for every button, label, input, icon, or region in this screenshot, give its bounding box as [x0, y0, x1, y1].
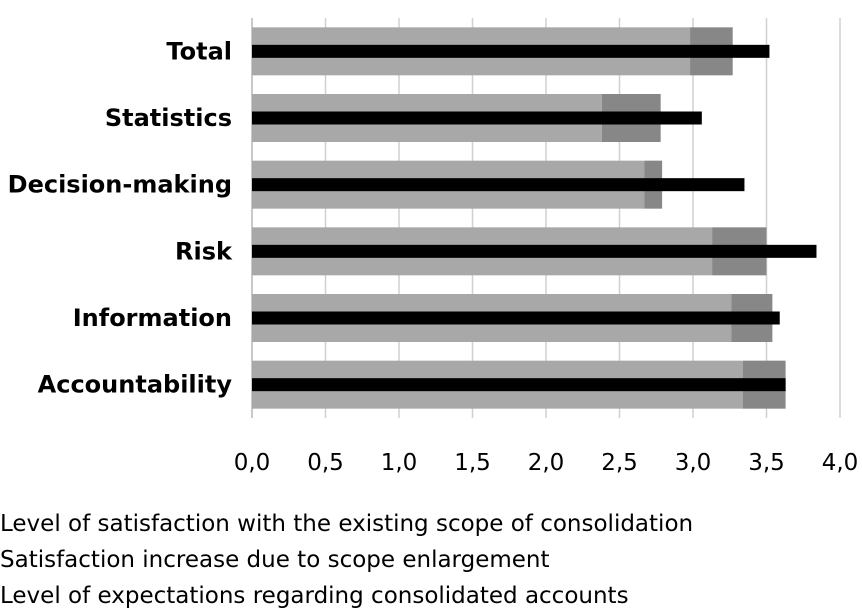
x-tick-label: 2,5	[601, 450, 638, 476]
legend-item-satisfaction: Level of satisfaction with the existing …	[0, 511, 694, 537]
legend-item-expectations: Level of expectations regarding consolid…	[0, 583, 629, 609]
bar-chart: Total Statistics Decision-making Risk Inform…	[8, 18, 859, 476]
legend: Level of satisfaction with the existing …	[0, 506, 862, 614]
bar-expectations-risk	[252, 244, 817, 258]
bar-expectations-statistics	[252, 111, 702, 125]
x-tick-label: 4,0	[822, 450, 859, 476]
bar-expectations-accountability	[252, 378, 786, 392]
category-labels: Total Statistics Decision-making Risk Inform…	[8, 37, 233, 398]
x-tick-label: 1,0	[381, 450, 418, 476]
category-label: Statistics	[105, 104, 232, 132]
bar-expectations-total	[252, 44, 770, 58]
bars	[252, 27, 817, 409]
x-tick-label: 3,0	[675, 450, 712, 476]
category-label: Total	[166, 37, 232, 65]
x-tick-labels: 0,0 0,5 1,0 1,5 2,0 2,5 3,0 3,5 4,0	[234, 450, 859, 476]
category-label: Risk	[175, 237, 233, 265]
bar-expectations-decision-making	[252, 178, 745, 192]
x-tick-label: 1,5	[454, 450, 491, 476]
category-label: Accountability	[38, 371, 233, 399]
bar-expectations-information	[252, 311, 780, 325]
x-tick-label: 0,0	[234, 450, 271, 476]
category-label: Decision-making	[8, 171, 232, 199]
category-label: Information	[73, 304, 232, 332]
gridlines	[251, 18, 841, 418]
x-tick-label: 3,5	[748, 450, 785, 476]
legend-item-satisfaction-increase: Satisfaction increase due to scope enlar…	[0, 547, 550, 573]
x-tick-label: 0,5	[307, 450, 344, 476]
x-tick-label: 2,0	[528, 450, 565, 476]
